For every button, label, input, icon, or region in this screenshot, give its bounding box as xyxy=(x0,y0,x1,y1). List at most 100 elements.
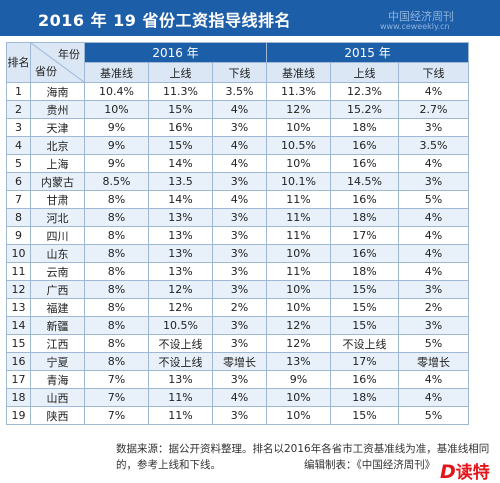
title-bar: 2016 年 19 省份工资指导线排名 中国经济周刊 www.ceweekly.… xyxy=(0,0,500,36)
table-row: 14 新疆 8% 10.5% 3% 12% 15% 3% xyxy=(6,316,470,335)
rank-cell: 19 xyxy=(6,406,31,425)
upper-2015-cell: 18% xyxy=(330,118,400,137)
lower-2015-cell: 3% xyxy=(398,316,470,335)
province-cell: 山东 xyxy=(30,244,85,263)
rank-cell: 13 xyxy=(6,298,31,317)
upper-2015-cell: 不设上线 xyxy=(330,334,400,353)
upper-2016-cell: 11.3% xyxy=(148,82,213,101)
province-cell: 福建 xyxy=(30,298,85,317)
logo-mark: D xyxy=(440,461,456,483)
province-cell: 广西 xyxy=(30,280,85,299)
lower-2015-cell: 4% xyxy=(398,82,470,101)
province-cell: 青海 xyxy=(30,370,85,389)
year-header-2015: 2015 年 xyxy=(266,42,470,63)
province-cell: 上海 xyxy=(30,154,85,173)
source-note: 数据来源：据公开资料整理。排名以2016年各省市工资基准线为准，基准线相同的，参… xyxy=(116,443,490,471)
upper-2016-cell: 12% xyxy=(148,298,213,317)
baseline-2015-cell: 10.1% xyxy=(266,172,332,191)
lower-2015-cell: 3% xyxy=(398,280,470,299)
lower-2016-cell: 3% xyxy=(211,118,268,137)
lower-2016-cell: 4% xyxy=(211,154,268,173)
baseline-2016-cell: 9% xyxy=(84,154,149,173)
lower-2015-cell: 4% xyxy=(398,370,470,389)
lower-2015-cell: 2.7% xyxy=(398,100,470,119)
subheader-2015-baseline: 基准线 xyxy=(266,62,332,83)
table-row: 19 陕西 7% 11% 3% 10% 15% 5% xyxy=(6,406,470,425)
upper-2015-cell: 16% xyxy=(330,190,400,209)
header-row-years: 排名 年份 省份 2016 年 2015 年 xyxy=(6,42,470,83)
upper-2016-cell: 15% xyxy=(148,136,213,155)
rank-cell: 18 xyxy=(6,388,31,407)
baseline-2015-cell: 11% xyxy=(266,190,332,209)
province-cell: 宁夏 xyxy=(30,352,85,371)
table-row: 9 四川 8% 13% 3% 11% 17% 4% xyxy=(6,226,470,245)
rank-cell: 8 xyxy=(6,208,31,227)
baseline-2016-cell: 10% xyxy=(84,100,149,119)
upper-2016-cell: 10.5% xyxy=(148,316,213,335)
lower-2015-cell: 2% xyxy=(398,298,470,317)
upper-2016-cell: 13% xyxy=(148,262,213,281)
table-row: 8 河北 8% 13% 3% 11% 18% 4% xyxy=(6,208,470,227)
lower-2016-cell: 零增长 xyxy=(211,352,268,371)
province-cell: 海南 xyxy=(30,82,85,101)
province-cell: 四川 xyxy=(30,226,85,245)
rank-cell: 7 xyxy=(6,190,31,209)
baseline-2015-cell: 10% xyxy=(266,118,332,137)
table-row: 13 福建 8% 12% 2% 10% 15% 2% xyxy=(6,298,470,317)
upper-2016-cell: 14% xyxy=(148,154,213,173)
rank-cell: 6 xyxy=(6,172,31,191)
upper-2015-cell: 14.5% xyxy=(330,172,400,191)
province-cell: 陕西 xyxy=(30,406,85,425)
diagonal-label-year: 年份 xyxy=(58,48,80,61)
baseline-2015-cell: 11.3% xyxy=(266,82,332,101)
baseline-2016-cell: 8% xyxy=(84,316,149,335)
upper-2016-cell: 12% xyxy=(148,280,213,299)
lower-2015-cell: 零增长 xyxy=(398,352,470,371)
rank-cell: 2 xyxy=(6,100,31,119)
baseline-2015-cell: 11% xyxy=(266,226,332,245)
table-row: 3 天津 9% 16% 3% 10% 18% 3% xyxy=(6,118,470,137)
baseline-2015-cell: 11% xyxy=(266,262,332,281)
table-row: 17 青海 7% 13% 3% 9% 16% 4% xyxy=(6,370,470,389)
table-row: 16 宁夏 8% 不设上线 零增长 13% 17% 零增长 xyxy=(6,352,470,371)
page-title: 2016 年 19 省份工资指导线排名 xyxy=(38,11,292,30)
baseline-2015-cell: 10% xyxy=(266,244,332,263)
province-cell: 河北 xyxy=(30,208,85,227)
rank-cell: 4 xyxy=(6,136,31,155)
baseline-2016-cell: 8% xyxy=(84,352,149,371)
province-cell: 内蒙古 xyxy=(30,172,85,191)
baseline-2015-cell: 11% xyxy=(266,208,332,227)
lower-2016-cell: 3% xyxy=(211,280,268,299)
baseline-2015-cell: 12% xyxy=(266,100,332,119)
rank-cell: 17 xyxy=(6,370,31,389)
rank-cell: 12 xyxy=(6,280,31,299)
lower-2015-cell: 4% xyxy=(398,226,470,245)
upper-2015-cell: 18% xyxy=(330,208,400,227)
rank-cell: 11 xyxy=(6,262,31,281)
baseline-2016-cell: 8% xyxy=(84,208,149,227)
province-cell: 云南 xyxy=(30,262,85,281)
lower-2016-cell: 4% xyxy=(211,190,268,209)
source-note-block: 数据来源：据公开资料整理。排名以2016年各省市工资基准线为准，基准线相同的，参… xyxy=(116,441,496,473)
baseline-2016-cell: 8% xyxy=(84,298,149,317)
rank-cell: 15 xyxy=(6,334,31,353)
lower-2016-cell: 3% xyxy=(211,262,268,281)
year-header-2016: 2016 年 xyxy=(83,42,268,63)
logo-text: 读特 xyxy=(455,463,490,483)
watermark-logo: 中国经济周刊 xyxy=(388,10,454,23)
wage-guideline-table: 排名 年份 省份 2016 年 2015 年 基准线 上线 下线 基准线 上线 … xyxy=(6,42,470,425)
upper-2016-cell: 不设上线 xyxy=(148,334,213,353)
lower-2016-cell: 3% xyxy=(211,406,268,425)
baseline-2015-cell: 10% xyxy=(266,280,332,299)
rank-cell: 5 xyxy=(6,154,31,173)
table-row: 12 广西 8% 12% 3% 10% 15% 3% xyxy=(6,280,470,299)
baseline-2016-cell: 9% xyxy=(84,136,149,155)
baseline-2015-cell: 9% xyxy=(266,370,332,389)
rank-header: 排名 xyxy=(6,42,31,83)
rank-cell: 9 xyxy=(6,226,31,245)
baseline-2016-cell: 8% xyxy=(84,190,149,209)
table-row: 7 甘肃 8% 14% 4% 11% 16% 5% xyxy=(6,190,470,209)
upper-2015-cell: 16% xyxy=(330,244,400,263)
province-cell: 天津 xyxy=(30,118,85,137)
baseline-2016-cell: 9% xyxy=(84,118,149,137)
